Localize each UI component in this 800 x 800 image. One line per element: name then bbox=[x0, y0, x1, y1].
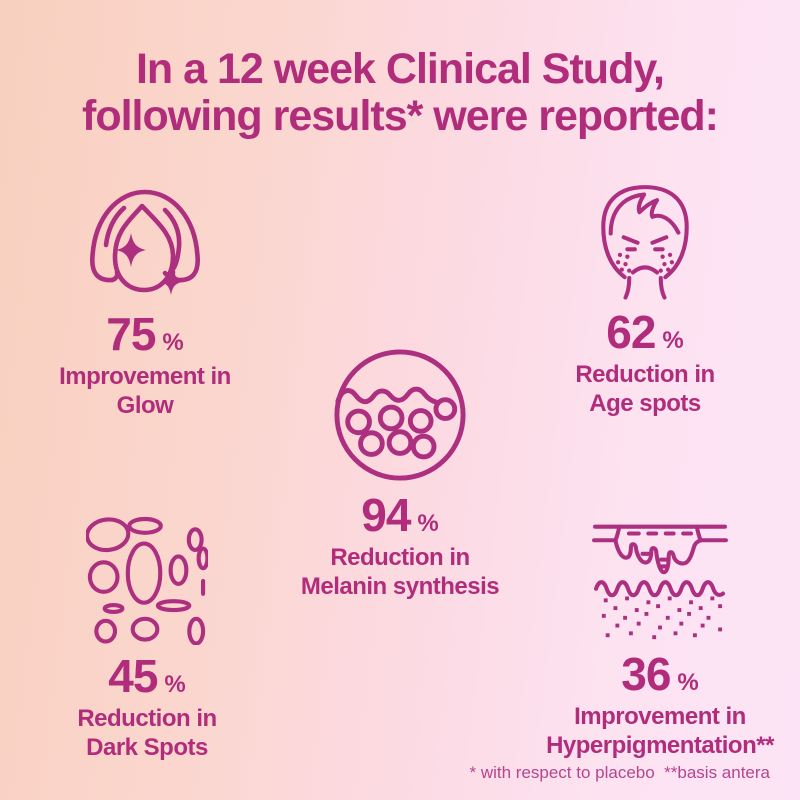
stat-value: 94 bbox=[361, 489, 411, 541]
stat-dark-spots: 45% Reduction in Dark Spots bbox=[30, 515, 264, 763]
stat-label: Improvement in Hyperpigmentation** bbox=[546, 703, 774, 759]
stat-label: Improvement in Glow bbox=[59, 363, 231, 419]
stat-value: 75 bbox=[106, 308, 156, 360]
stat-percentage: 45% bbox=[108, 649, 186, 703]
stat-label: Reduction in Dark Spots bbox=[77, 705, 217, 761]
percent-sign: % bbox=[164, 671, 186, 698]
stat-percentage: 75% bbox=[106, 307, 184, 361]
page-title: In a 12 week Clinical Study, following re… bbox=[0, 46, 800, 140]
stat-percentage: 94% bbox=[361, 488, 439, 542]
percent-sign: % bbox=[417, 510, 439, 537]
skin-pigmentation-icon bbox=[592, 517, 728, 643]
title-line-2: following results* were reported: bbox=[82, 91, 719, 140]
stat-percentage: 62% bbox=[606, 305, 684, 359]
percent-sign: % bbox=[162, 329, 184, 356]
stat-value: 62 bbox=[606, 306, 656, 358]
percent-sign: % bbox=[662, 327, 684, 354]
stat-label: Reduction in Age spots bbox=[575, 361, 715, 417]
stat-glow: 75% Improvement in Glow bbox=[28, 182, 262, 421]
stat-hyperpigmentation: 36% Improvement in Hyperpigmentation** bbox=[523, 517, 797, 761]
footnote: * with respect to placebo **basis antera bbox=[469, 763, 770, 782]
stat-value: 45 bbox=[108, 650, 158, 702]
face-with-age-spots-icon bbox=[594, 179, 696, 301]
dark-spots-icon bbox=[86, 515, 208, 645]
stat-melanin: 94% Reduction in Melanin synthesis bbox=[283, 346, 517, 602]
stat-label: Reduction in Melanin synthesis bbox=[300, 544, 500, 600]
stat-percentage: 36% bbox=[621, 647, 699, 701]
percent-sign: % bbox=[677, 669, 699, 696]
stat-age-spots: 62% Reduction in Age spots bbox=[528, 179, 762, 419]
glowing-face-icon bbox=[83, 182, 207, 303]
title-line-1: In a 12 week Clinical Study, bbox=[135, 45, 665, 93]
stat-value: 36 bbox=[621, 648, 671, 700]
melanin-cells-icon bbox=[331, 346, 469, 484]
